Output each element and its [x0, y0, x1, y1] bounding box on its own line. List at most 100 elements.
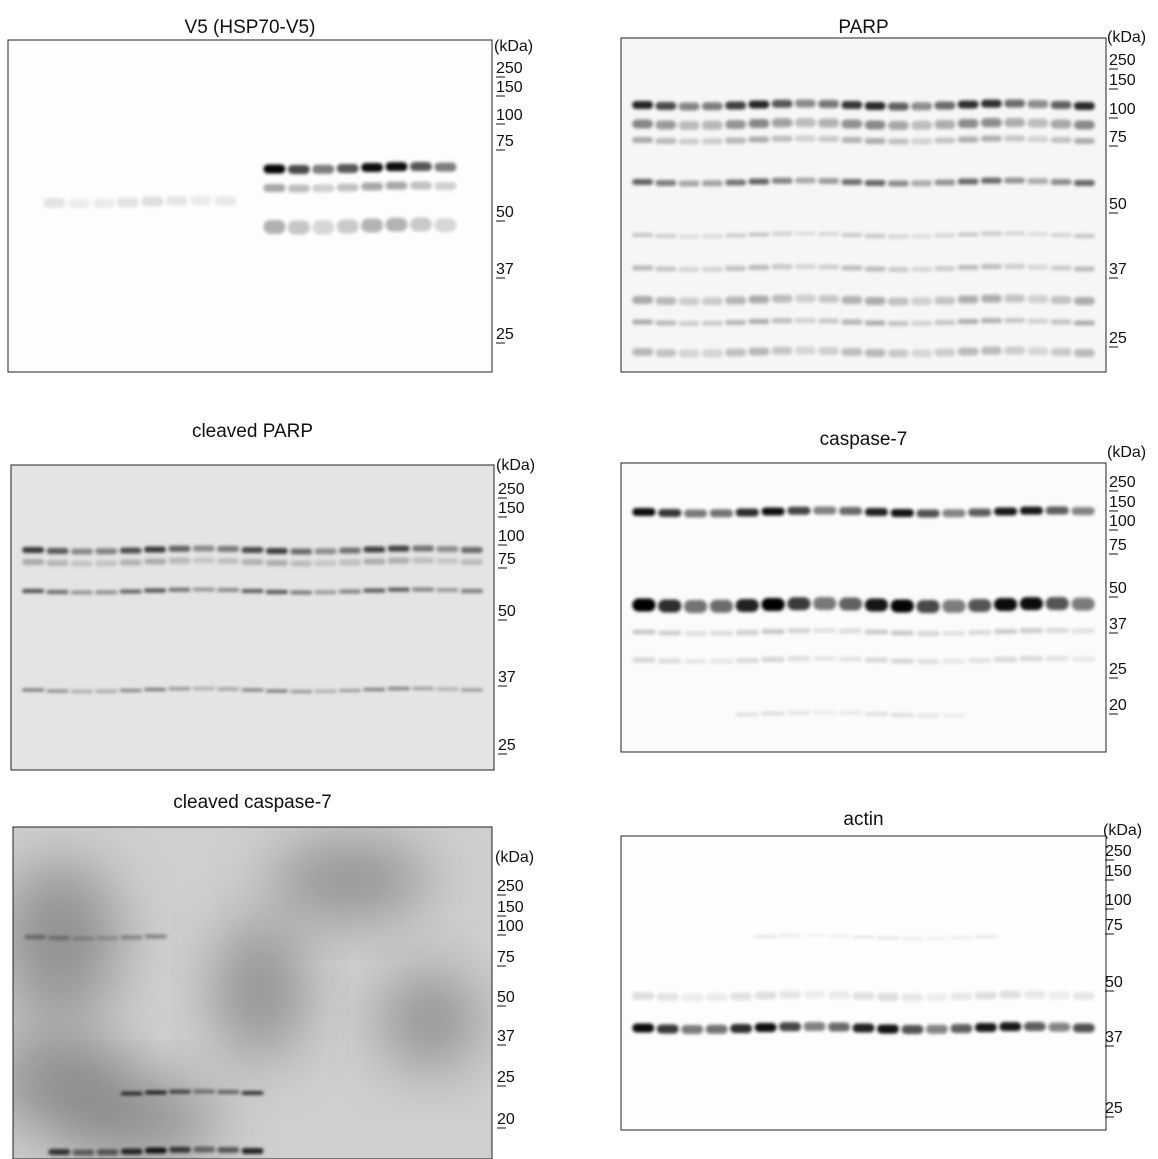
band — [632, 296, 654, 304]
smear — [380, 970, 480, 1070]
band — [911, 297, 933, 306]
marker-label: 150 — [1109, 494, 1136, 511]
band — [1072, 1023, 1095, 1033]
band — [141, 196, 164, 207]
band — [957, 118, 979, 128]
band — [312, 164, 335, 174]
band — [290, 560, 313, 567]
band — [1050, 348, 1072, 357]
band — [841, 348, 863, 357]
band — [265, 589, 288, 594]
band — [632, 508, 656, 516]
band — [916, 630, 940, 636]
band — [339, 688, 361, 692]
band — [1027, 318, 1049, 324]
blot-border — [10, 464, 495, 771]
band — [803, 934, 826, 938]
band — [794, 318, 816, 324]
band — [72, 1149, 95, 1156]
band — [1045, 506, 1069, 515]
band — [999, 990, 1022, 999]
band — [1073, 297, 1095, 306]
band — [841, 319, 863, 325]
band — [165, 195, 188, 206]
band — [818, 347, 840, 356]
band — [263, 219, 286, 234]
band — [409, 217, 432, 232]
panel-title: V5 (HSP70-V5) — [185, 17, 316, 38]
blot — [621, 836, 1106, 1130]
band — [864, 296, 886, 305]
blot-background — [11, 465, 494, 770]
band — [818, 118, 840, 128]
band — [787, 628, 811, 634]
band — [678, 102, 700, 111]
band — [387, 587, 410, 592]
band — [168, 557, 191, 564]
band — [980, 231, 1002, 236]
band — [701, 349, 723, 358]
band — [701, 297, 723, 306]
band — [890, 658, 914, 664]
band — [460, 559, 483, 566]
marker-label: 50 — [498, 603, 516, 620]
band — [864, 508, 889, 517]
band — [1050, 137, 1072, 144]
marker-label: 37 — [1109, 261, 1127, 278]
band — [1050, 101, 1072, 110]
band — [460, 688, 483, 692]
band — [787, 656, 811, 662]
band — [818, 178, 840, 185]
band — [632, 657, 656, 663]
band — [980, 99, 1002, 108]
band — [1019, 506, 1044, 515]
band — [460, 547, 483, 554]
band — [787, 710, 811, 715]
band — [387, 687, 410, 691]
marker-label: 250 — [498, 481, 525, 498]
band — [70, 560, 93, 567]
band — [1023, 1022, 1046, 1032]
band — [1073, 102, 1095, 111]
blot-border — [620, 37, 1107, 373]
band — [911, 138, 933, 145]
band — [217, 1090, 240, 1095]
marker-label: 25 — [496, 326, 514, 343]
marker-label: 75 — [1109, 129, 1127, 146]
band — [683, 658, 708, 664]
marker-label: 25 — [498, 737, 516, 754]
marker-label: 25 — [1109, 330, 1127, 347]
band — [655, 266, 677, 272]
band — [632, 137, 654, 143]
band — [1004, 294, 1026, 303]
band — [363, 588, 386, 593]
band — [890, 630, 914, 636]
band — [974, 1022, 997, 1032]
band — [794, 264, 816, 270]
band — [761, 711, 785, 716]
band — [701, 234, 723, 239]
band — [1027, 178, 1049, 185]
band — [890, 712, 914, 717]
band — [24, 935, 46, 939]
band — [119, 547, 142, 554]
band — [735, 508, 759, 517]
blot — [621, 463, 1106, 752]
band — [241, 559, 264, 566]
band — [887, 102, 909, 111]
band — [950, 1023, 973, 1033]
blot — [13, 827, 492, 1159]
band — [754, 1022, 777, 1032]
blot-border — [620, 835, 1107, 1131]
band — [980, 264, 1002, 270]
band — [787, 506, 811, 515]
marker-label: 37 — [497, 1028, 515, 1045]
band — [876, 936, 899, 940]
band — [968, 598, 992, 612]
band — [942, 658, 966, 664]
band — [754, 991, 777, 1000]
band — [838, 656, 863, 662]
band — [460, 589, 483, 594]
band — [730, 1024, 753, 1034]
band — [678, 180, 700, 187]
